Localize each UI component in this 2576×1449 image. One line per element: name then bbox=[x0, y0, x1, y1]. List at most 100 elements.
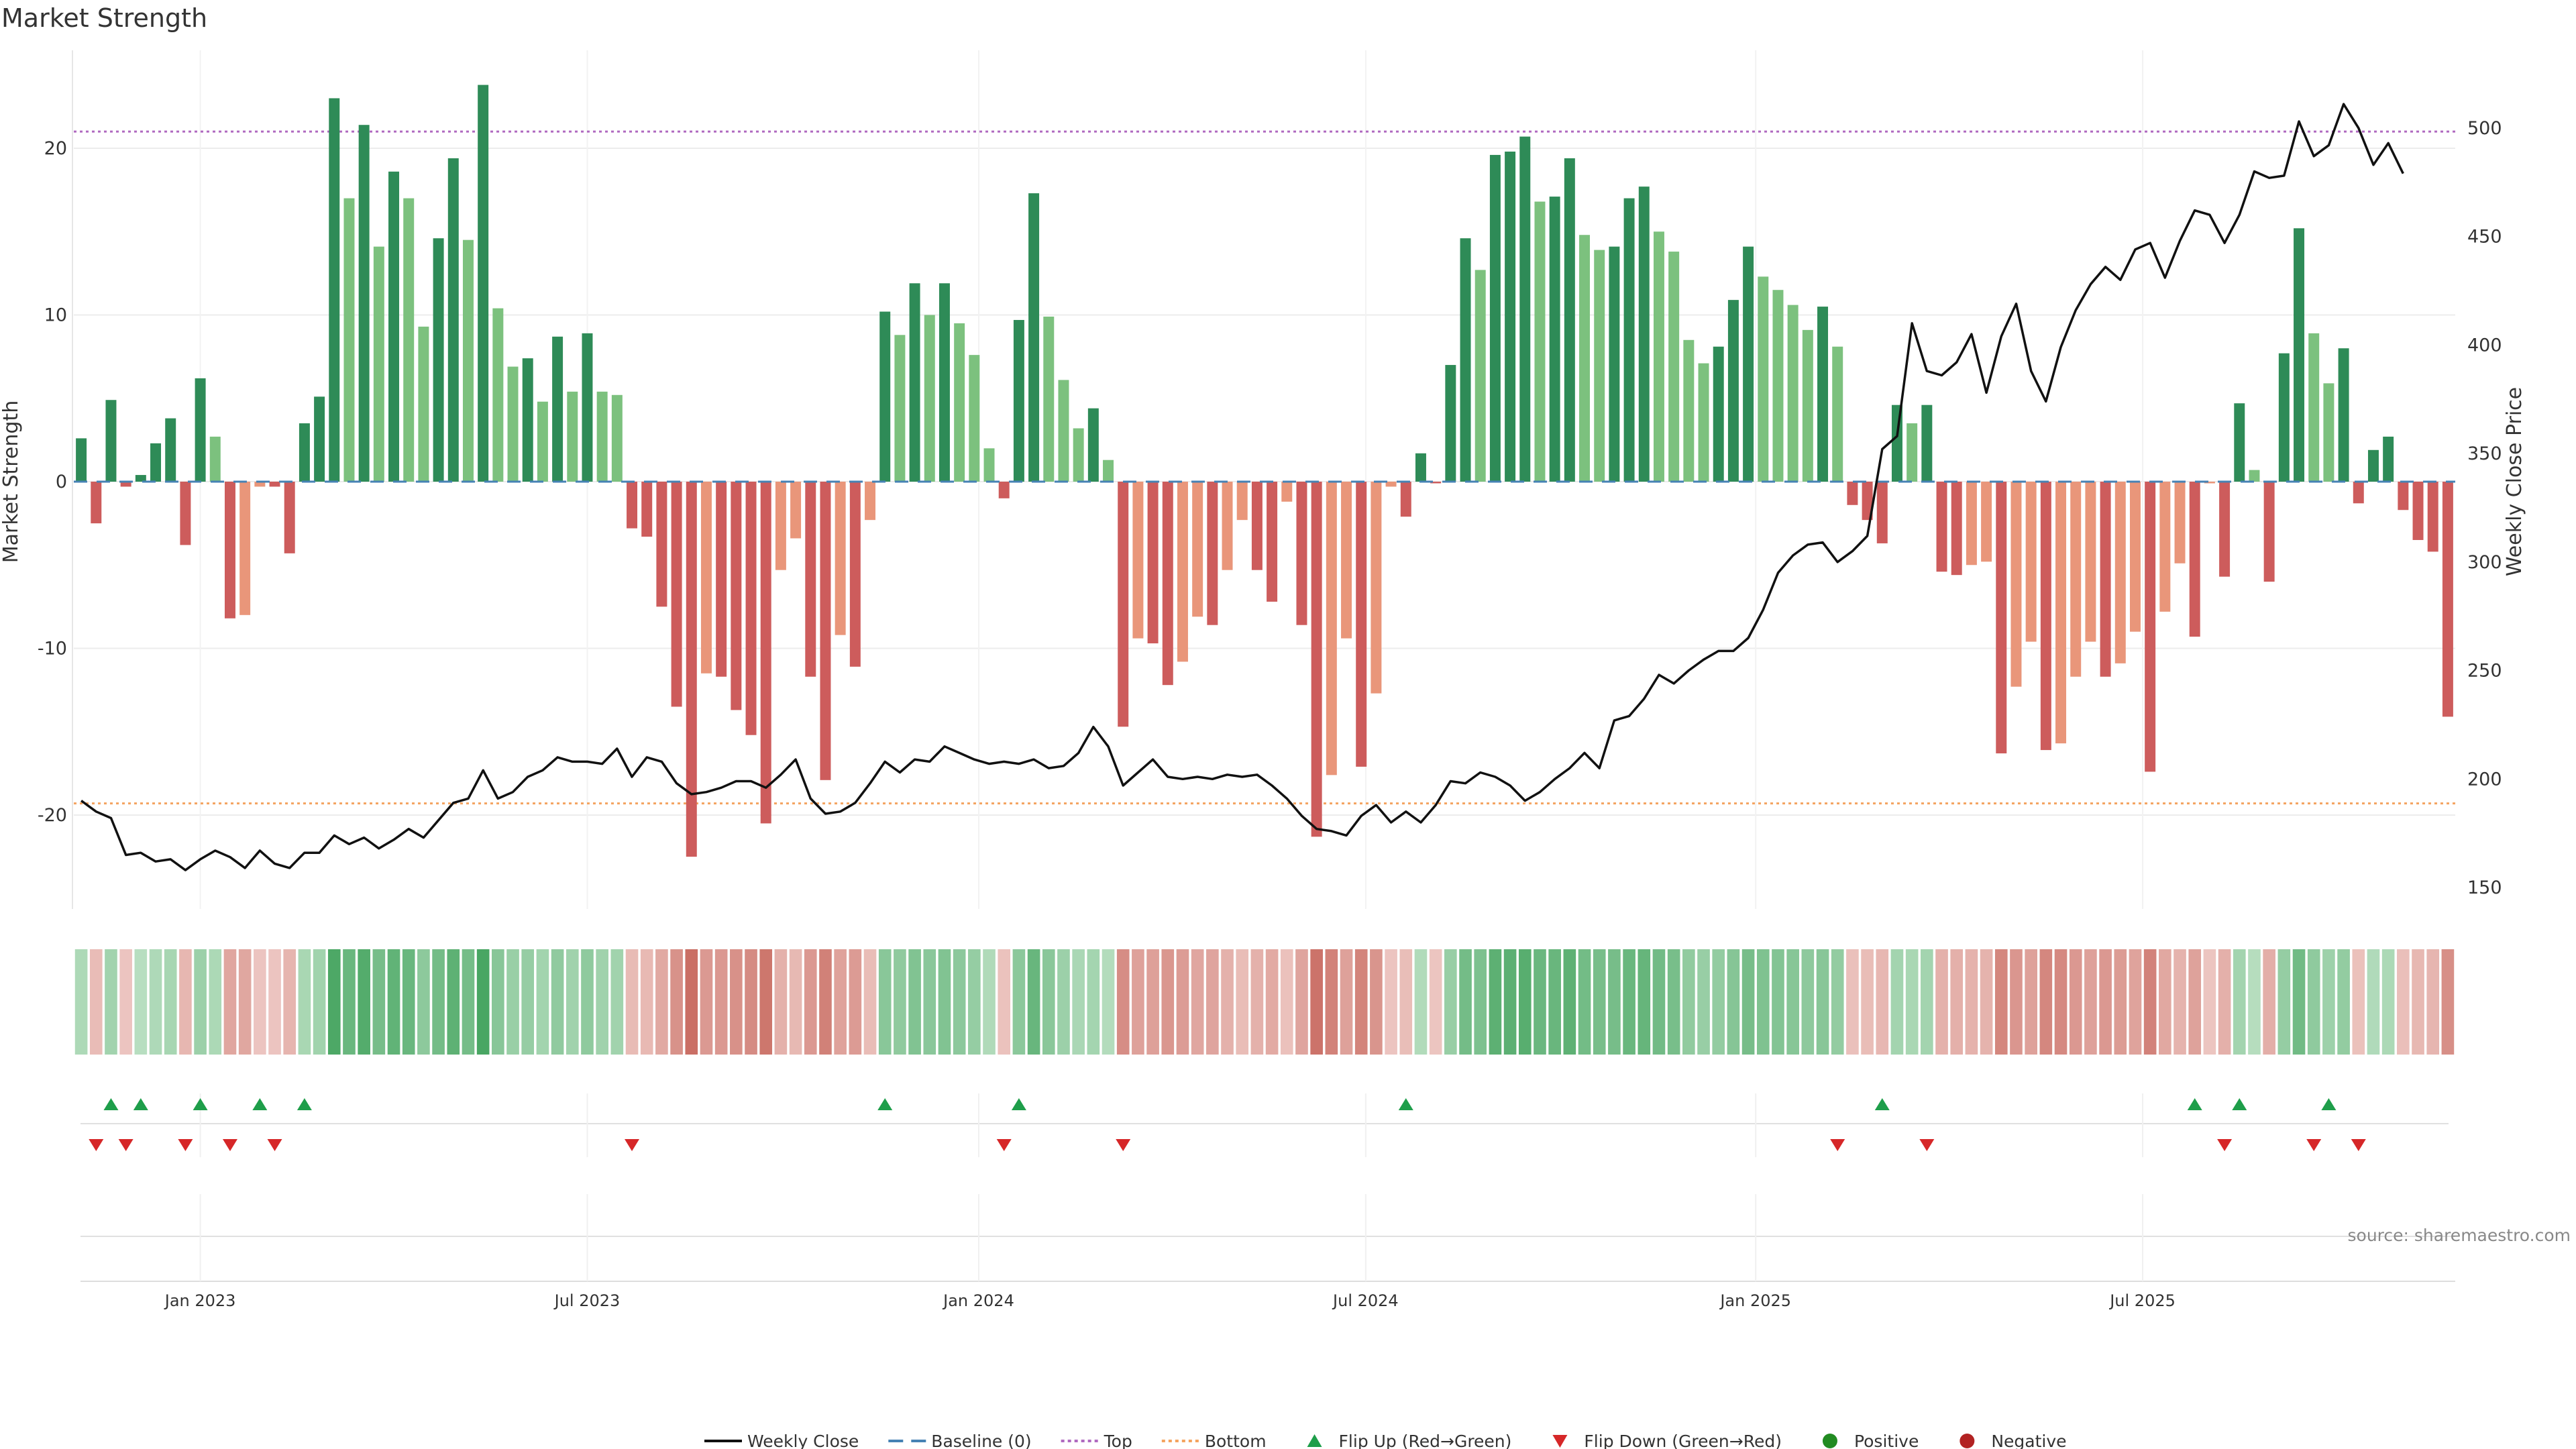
strength-bar bbox=[641, 482, 653, 537]
strength-bar bbox=[954, 323, 965, 482]
heat-cell bbox=[2069, 949, 2082, 1055]
strength-bar bbox=[1727, 300, 1739, 482]
heat-cell bbox=[596, 949, 608, 1055]
heat-cell bbox=[254, 949, 266, 1055]
heat-cell bbox=[1638, 949, 1651, 1055]
flip-down-marker bbox=[996, 1139, 1012, 1151]
strength-bar bbox=[403, 198, 415, 482]
heat-cell bbox=[1935, 949, 1948, 1055]
heat-cell bbox=[1905, 949, 1919, 1055]
heat-cell bbox=[849, 949, 862, 1055]
legend-label: Flip Down (Green→Red) bbox=[1584, 1432, 1782, 1449]
heat-cell bbox=[1608, 949, 1621, 1055]
right-y-axis: 150 200 250 300 350 400 450 500 bbox=[2467, 118, 2502, 898]
strength-bar bbox=[1817, 307, 1829, 482]
heat-cell bbox=[1534, 949, 1546, 1055]
legend-label: Bottom bbox=[1205, 1432, 1267, 1449]
heat-cell bbox=[179, 949, 192, 1055]
heat-cell bbox=[1682, 949, 1695, 1055]
heat-cell bbox=[610, 949, 624, 1055]
heat-cell bbox=[2025, 949, 2037, 1055]
strength-bar bbox=[209, 436, 221, 482]
heat-cell bbox=[2441, 949, 2455, 1055]
heat-cell bbox=[1072, 949, 1085, 1055]
strength-bar bbox=[627, 482, 638, 529]
heat-cell bbox=[268, 949, 281, 1055]
strength-bar bbox=[462, 239, 474, 482]
heat-cell bbox=[1399, 949, 1413, 1055]
heat-cell bbox=[894, 949, 906, 1055]
threshold-lines bbox=[74, 130, 2455, 805]
heat-cell bbox=[834, 949, 847, 1055]
heat-cell bbox=[313, 949, 326, 1055]
strength-bar bbox=[2055, 482, 2067, 744]
flip-down-marker bbox=[625, 1139, 640, 1151]
chart-title: Market Strength bbox=[1, 3, 207, 33]
strength-bar bbox=[1028, 193, 1040, 482]
source-note: source: sharemaestro.com bbox=[2348, 1226, 2571, 1245]
strength-bar bbox=[1534, 201, 1546, 482]
strength-bar bbox=[1489, 154, 1501, 482]
left-axis-title: Market Strength bbox=[0, 400, 23, 563]
heat-cell bbox=[2099, 949, 2112, 1055]
strength-bar bbox=[1609, 246, 1620, 482]
strength-bar bbox=[358, 125, 370, 482]
strength-bar bbox=[1921, 405, 1933, 482]
heat-cell bbox=[1921, 949, 1933, 1055]
strength-bar bbox=[1981, 482, 1992, 562]
heat-cell bbox=[1310, 949, 1323, 1055]
heat-cell bbox=[223, 949, 237, 1055]
triangle-up-icon bbox=[1307, 1434, 1322, 1447]
flip-down-marker bbox=[222, 1139, 237, 1151]
strength-bar bbox=[731, 482, 742, 710]
heat-cell bbox=[655, 949, 668, 1055]
heat-cell bbox=[1697, 949, 1710, 1055]
flip-up-marker bbox=[133, 1098, 148, 1110]
heat-cell bbox=[1250, 949, 1264, 1055]
heat-cell bbox=[1370, 949, 1383, 1055]
strength-bar bbox=[299, 423, 310, 482]
strength-bar bbox=[284, 482, 295, 553]
flip-down-marker bbox=[1919, 1139, 1935, 1151]
strength-bar bbox=[105, 400, 117, 482]
strength-bar bbox=[745, 482, 757, 735]
heat-cell bbox=[2010, 949, 2023, 1055]
flip-up-marker bbox=[297, 1098, 312, 1110]
strength-bar bbox=[865, 482, 876, 521]
strength-bar bbox=[924, 315, 935, 482]
strength-bar bbox=[1594, 250, 1605, 482]
heat-cell bbox=[2352, 949, 2365, 1055]
strength-bar bbox=[2114, 482, 2126, 663]
strength-bar bbox=[1415, 453, 1426, 482]
strength-bar bbox=[1371, 482, 1382, 694]
heat-cell bbox=[1667, 949, 1680, 1055]
heat-cell bbox=[789, 949, 802, 1055]
flip-up-marker bbox=[1874, 1098, 1890, 1110]
heat-cell bbox=[1474, 949, 1487, 1055]
strength-bar bbox=[2010, 482, 2022, 687]
strength-bar bbox=[1207, 482, 1218, 625]
strength-bar bbox=[314, 396, 325, 482]
heat-cell bbox=[804, 949, 817, 1055]
strength-bar bbox=[671, 482, 682, 707]
heat-cell bbox=[134, 949, 148, 1055]
strength-bar bbox=[969, 355, 980, 482]
date-axis: Jan 2023 Jul 2023 Jan 2024 Jul 2024 Jan 2025… bbox=[80, 1194, 2455, 1310]
strength-bar bbox=[1698, 363, 1709, 482]
heat-cell bbox=[2039, 949, 2053, 1055]
heat-cell bbox=[2367, 949, 2380, 1055]
strength-bar bbox=[2145, 482, 2156, 772]
heat-cell bbox=[343, 949, 356, 1055]
strength-bar bbox=[343, 198, 355, 482]
strength-bar bbox=[1460, 238, 1471, 482]
strength-bar bbox=[849, 482, 861, 667]
strength-bar bbox=[611, 394, 623, 482]
heat-cell bbox=[1816, 949, 1829, 1055]
heat-cell bbox=[417, 949, 430, 1055]
strength-bar bbox=[1787, 305, 1799, 482]
strength-bar bbox=[1013, 319, 1024, 482]
heat-cell bbox=[387, 949, 400, 1055]
strength-bar bbox=[2353, 482, 2364, 504]
strength-bar bbox=[522, 358, 533, 482]
heat-cell bbox=[1385, 949, 1397, 1055]
